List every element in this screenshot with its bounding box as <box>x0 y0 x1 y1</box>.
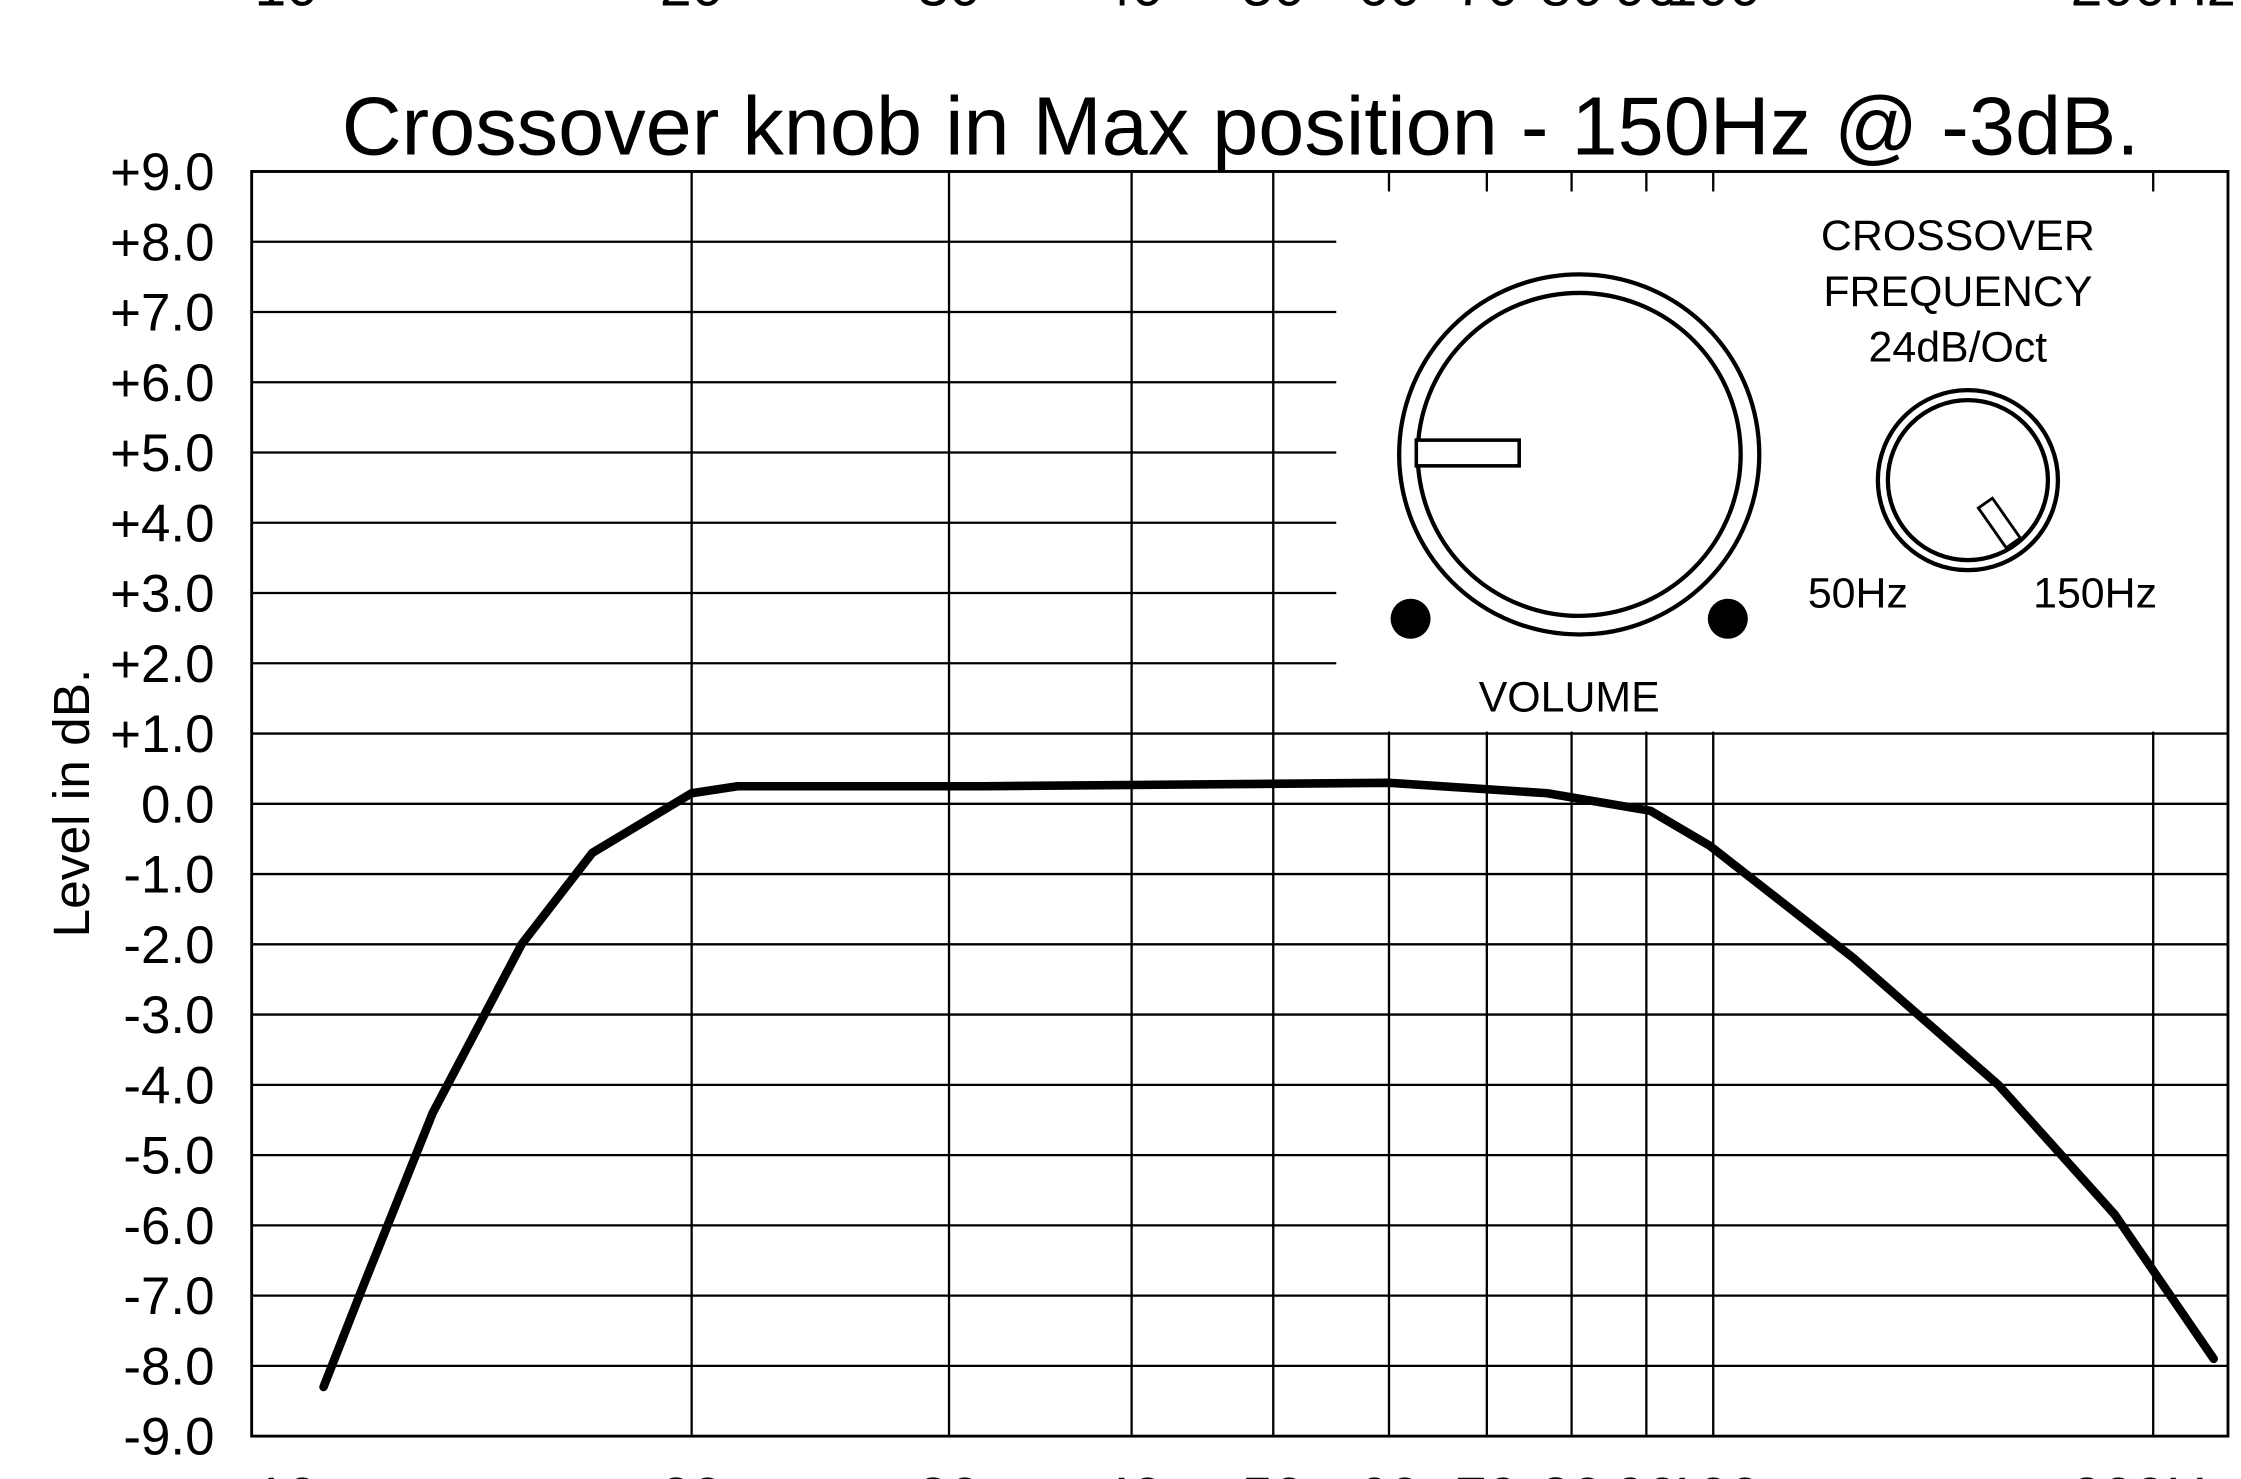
x-tick-label-top: 70 <box>1455 0 1519 19</box>
y-tick-label: -3.0 <box>123 986 214 1045</box>
y-tick-label: +3.0 <box>110 565 214 624</box>
response-line <box>319 778 2218 1392</box>
crossover-knob-outer <box>1875 387 2061 573</box>
x-tick-label: 100 <box>1666 1467 1761 1479</box>
y-tick-label: -5.0 <box>123 1127 214 1186</box>
annotation: FREQUENCY <box>1823 268 2092 316</box>
y-tick-label: +1.0 <box>110 705 214 764</box>
x-tick-label-top: 60 <box>1357 0 1421 19</box>
y-tick-label: -4.0 <box>123 1056 214 1115</box>
y-axis-label: Level in dB. <box>42 669 100 938</box>
annotation: 150Hz <box>2033 569 2157 617</box>
x-tick-label-top: 100 <box>1666 0 1761 19</box>
y-tick-label: +9.0 <box>110 143 214 202</box>
x-tick-label-top: 20 <box>660 0 724 19</box>
y-tick-label: 0.0 <box>141 775 214 834</box>
y-tick-label: -6.0 <box>123 1197 214 1256</box>
y-tick-label: +8.0 <box>110 213 214 272</box>
plot-border <box>250 170 2230 1438</box>
x-tick-label: 40 <box>1100 1467 1164 1479</box>
x-tick-label: 30 <box>917 1467 981 1479</box>
x-tick-label: 10 <box>255 1467 319 1479</box>
crossover-knob-inner <box>1885 397 2051 563</box>
x-tick-label: 20 <box>660 1467 724 1479</box>
x-tick-label-top: 30 <box>917 0 981 19</box>
x-tick-label-top: 200Hz <box>2071 0 2236 19</box>
x-tick-label-top: 10 <box>255 0 319 19</box>
x-tick-label: 80 <box>1540 1467 1604 1479</box>
x-tick-label-top: 40 <box>1100 0 1164 19</box>
annotation: CROSSOVER <box>1821 212 2095 260</box>
x-tick-label: 50 <box>1241 1467 1305 1479</box>
volume-knob-pointer <box>1414 438 1521 468</box>
annotation: 24dB/Oct <box>1869 324 2048 372</box>
y-tick-label: +5.0 <box>110 424 214 483</box>
x-tick-label-top: 80 <box>1540 0 1604 19</box>
annotation: 50Hz <box>1808 569 1908 617</box>
volume-dot-right <box>1707 598 1748 639</box>
crossover-knob-pointer <box>1976 496 2023 550</box>
x-tick-label-top: 50 <box>1241 0 1305 19</box>
y-tick-label: +2.0 <box>110 635 214 694</box>
x-tick-label: 90 <box>1615 1467 1679 1479</box>
y-tick-label: +7.0 <box>110 284 214 343</box>
x-tick-label: 60 <box>1357 1467 1421 1479</box>
y-tick-label: -2.0 <box>123 916 214 975</box>
x-tick-label-top: 90 <box>1615 0 1679 19</box>
chart-title: Crossover knob in Max position - 150Hz @… <box>342 79 2140 172</box>
volume-dot-left <box>1390 598 1431 639</box>
y-tick-label: -1.0 <box>123 846 214 905</box>
volume-knob-outer <box>1397 272 1762 637</box>
x-tick-label: 200Hz <box>2071 1467 2236 1479</box>
y-tick-label: +4.0 <box>110 494 214 553</box>
y-tick-label: -7.0 <box>123 1267 214 1326</box>
annotation: VOLUME <box>1479 674 1660 722</box>
y-tick-label: +6.0 <box>110 354 214 413</box>
inset-panel: CROSSOVER FREQUENCY 24dB/Oct 50Hz 150Hz … <box>1336 191 2228 732</box>
y-tick-label: -9.0 <box>123 1408 214 1467</box>
y-tick-label: -8.0 <box>123 1337 214 1396</box>
x-tick-label: 70 <box>1455 1467 1519 1479</box>
